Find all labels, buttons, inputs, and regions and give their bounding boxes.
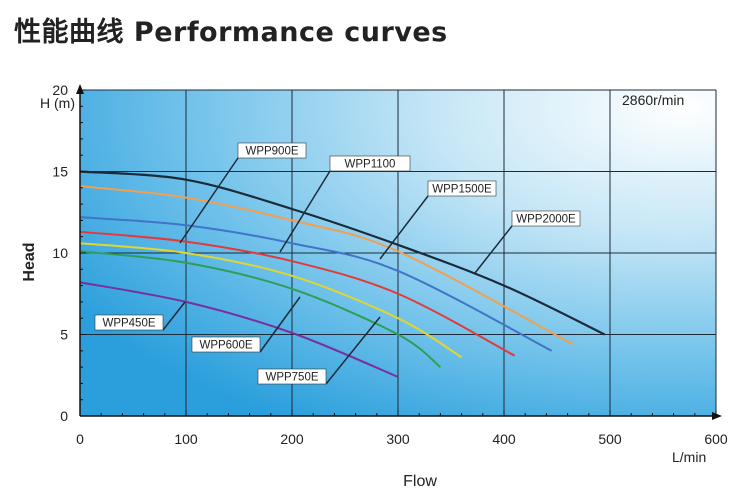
x-tick-label: 500 [598, 431, 622, 447]
leader-line [325, 316, 381, 385]
curve-label-wpp750e: WPP750E [265, 372, 318, 384]
curve-wpp2000e [79, 170, 606, 336]
x-tick-label: 0 [76, 431, 84, 447]
curve-label-box [511, 210, 581, 227]
x-axis-label: Flow [403, 473, 437, 490]
curve-label-box [329, 155, 411, 172]
leader-line [259, 296, 301, 353]
curve-label-wpp900e: WPP900E [245, 146, 298, 158]
x-tick-label: 200 [280, 431, 304, 447]
curve-wpp900e [79, 230, 516, 357]
curve-label-wpp1500e: WPP1500E [432, 184, 492, 196]
curve-label-box [94, 314, 164, 331]
curve-wpp450e [79, 281, 399, 378]
chart-title: 性能曲线 Performance curves [14, 17, 448, 48]
curve-label-box [427, 180, 497, 197]
curve-wpp1500e [79, 185, 574, 346]
curve-label-wpp450e: WPP450E [102, 318, 155, 330]
leader-line [162, 301, 186, 331]
y-tick-label: 0 [60, 408, 68, 424]
curve-wpp750e [79, 242, 463, 359]
x-tick-label: 400 [492, 431, 516, 447]
x-axis-unit: L/min [672, 449, 706, 465]
x-axis-arrow [712, 412, 722, 420]
leader-line [279, 170, 331, 253]
speed-label: 2860r/min [622, 92, 684, 108]
leader-line [474, 225, 513, 274]
x-tick-label: 100 [174, 431, 198, 447]
y-axis-arrow [76, 84, 84, 94]
leader-line [179, 157, 239, 244]
curve-label-wpp2000e: WPP2000E [516, 214, 576, 226]
x-tick-label: 600 [704, 431, 728, 447]
y-axis-label: Head [21, 242, 38, 281]
curve-wpp1100 [79, 216, 553, 352]
y-tick-label: 5 [60, 327, 68, 343]
curve-label-box [237, 142, 307, 159]
x-tick-label: 300 [386, 431, 410, 447]
y-tick-label: 15 [52, 164, 68, 180]
curve-wpp600e [79, 250, 442, 368]
y-tick-label: 10 [52, 245, 68, 261]
curve-label-box [257, 368, 327, 385]
y-tick-label: 20 [52, 82, 68, 98]
y-axis-unit: H (m) [40, 95, 75, 111]
leader-line [379, 195, 429, 260]
curve-label-wpp1100: WPP1100 [345, 159, 396, 171]
curve-label-wpp600e: WPP600E [199, 340, 252, 352]
curve-label-box [191, 336, 261, 353]
